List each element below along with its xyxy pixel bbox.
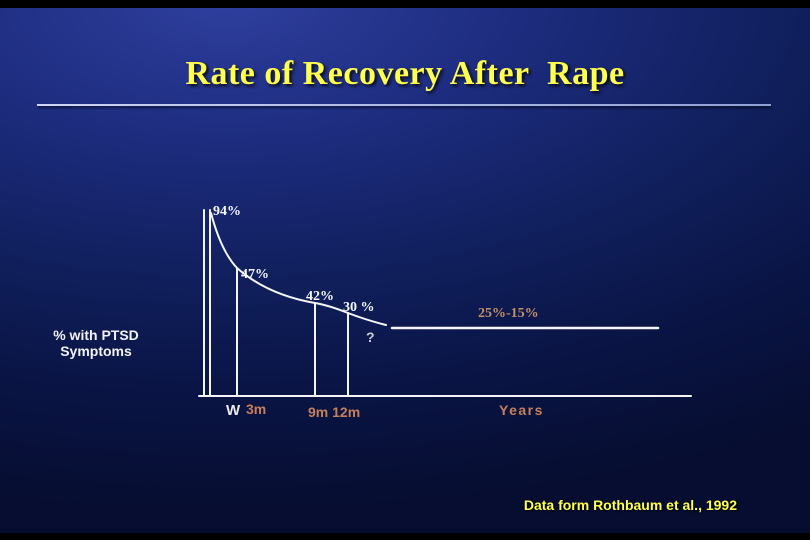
top-letterbox-bar — [0, 0, 810, 8]
point-label-42: 42% — [306, 289, 334, 304]
citation: Data form Rothbaum et al., 1992 — [523, 497, 737, 513]
point-label-30: 30 % — [343, 300, 375, 315]
x-tick-w: W — [226, 402, 241, 419]
point-label-94: 94% — [213, 204, 241, 219]
point-label-range: 25%-15% — [478, 306, 539, 321]
y-axis-label: % with PTSD Symptoms — [38, 327, 154, 359]
bottom-letterbox-bar — [0, 533, 810, 540]
slide-title: Rate of Recovery After Rape — [185, 55, 625, 92]
question-annotation: ? — [366, 329, 375, 345]
title-underline — [37, 104, 771, 106]
point-label-47: 47% — [241, 267, 269, 282]
x-tick-9m-12m: 9m 12m — [308, 404, 361, 420]
y-axis-label-line2: Symptoms — [60, 343, 132, 359]
x-tick-3m: 3m — [246, 401, 267, 417]
y-axis-label-line1: % with PTSD — [53, 327, 139, 343]
x-tick-years: Years — [499, 402, 544, 418]
